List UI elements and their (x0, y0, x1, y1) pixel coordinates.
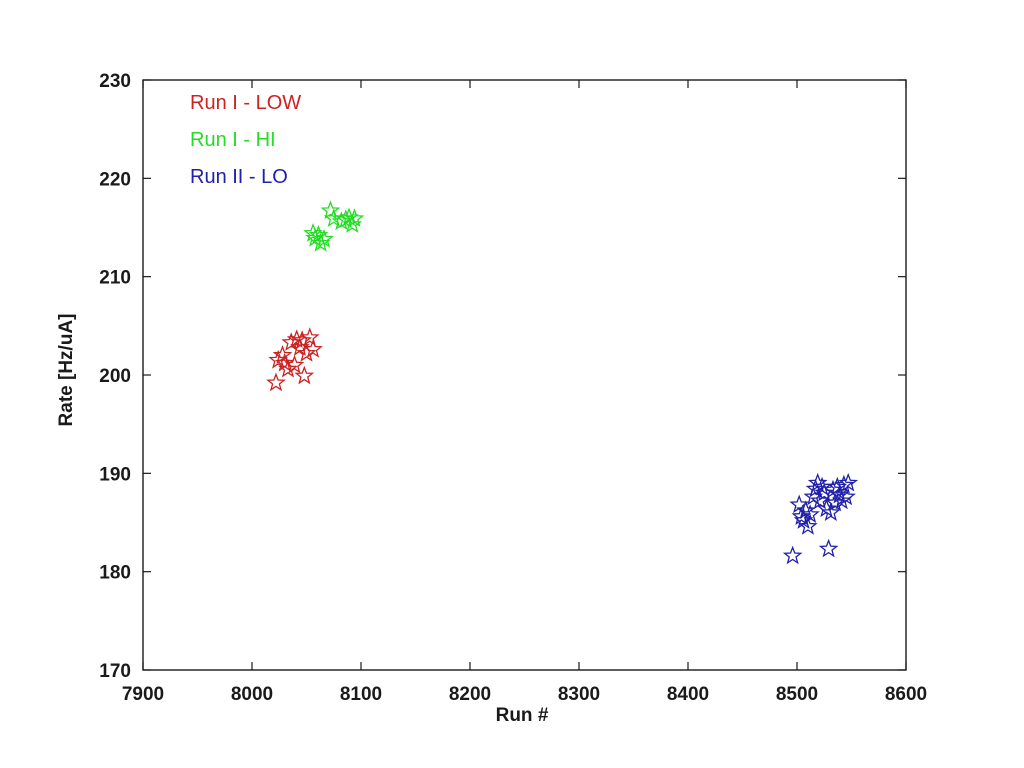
x-tick-label: 8400 (667, 684, 709, 705)
x-axis: 7900 8000 8100 8200 8300 8400 8500 8600 (122, 80, 927, 705)
y-tick-label: 220 (99, 169, 131, 190)
y-axis-title: Rate [Hz/uA] (56, 314, 77, 427)
legend: Run I - LOW Run I - HI Run II - LO (190, 92, 301, 188)
y-axis: 170 180 190 200 210 220 230 (99, 71, 906, 682)
x-tick-label: 8000 (231, 684, 273, 705)
y-tick-label: 180 (99, 563, 131, 584)
data-point (286, 329, 307, 348)
data-point (294, 365, 315, 385)
data-point (838, 472, 859, 492)
y-tick-label: 190 (99, 464, 131, 485)
series-2 (303, 200, 365, 252)
data-point (820, 502, 841, 522)
data-point (314, 228, 334, 248)
series-1 (266, 327, 323, 392)
data-point (266, 372, 286, 392)
data-point (292, 330, 312, 349)
data-point (831, 490, 852, 510)
data-point (782, 545, 803, 565)
x-tick-label: 8600 (885, 684, 927, 705)
y-tick-label: 210 (99, 268, 131, 289)
y-tick-label: 200 (99, 366, 131, 387)
legend-entry: Run II - LO (190, 166, 288, 188)
data-point (284, 354, 305, 374)
data-points (266, 200, 859, 565)
data-point (791, 506, 812, 525)
legend-entry: Run I - LOW (190, 92, 301, 114)
x-tick-label: 8300 (558, 684, 600, 705)
series-3 (782, 472, 859, 565)
y-tick-label: 170 (99, 661, 131, 682)
data-point (800, 504, 820, 524)
data-point (836, 486, 856, 506)
data-point (798, 516, 818, 535)
data-point (278, 358, 298, 378)
data-point (299, 327, 320, 347)
y-tick-label: 230 (99, 71, 131, 92)
data-point (814, 482, 835, 502)
data-point (303, 339, 323, 358)
x-tick-label: 8500 (776, 684, 818, 705)
data-point (344, 208, 365, 228)
data-point (296, 343, 317, 362)
data-point (303, 223, 323, 242)
x-tick-label: 8200 (449, 684, 491, 705)
x-tick-label: 8100 (340, 684, 382, 705)
legend-entry: Run I - HI (190, 129, 276, 151)
data-point (818, 538, 839, 558)
x-axis-title: Run # (496, 705, 549, 726)
x-tick-label: 7900 (122, 684, 164, 705)
data-point (320, 200, 341, 220)
